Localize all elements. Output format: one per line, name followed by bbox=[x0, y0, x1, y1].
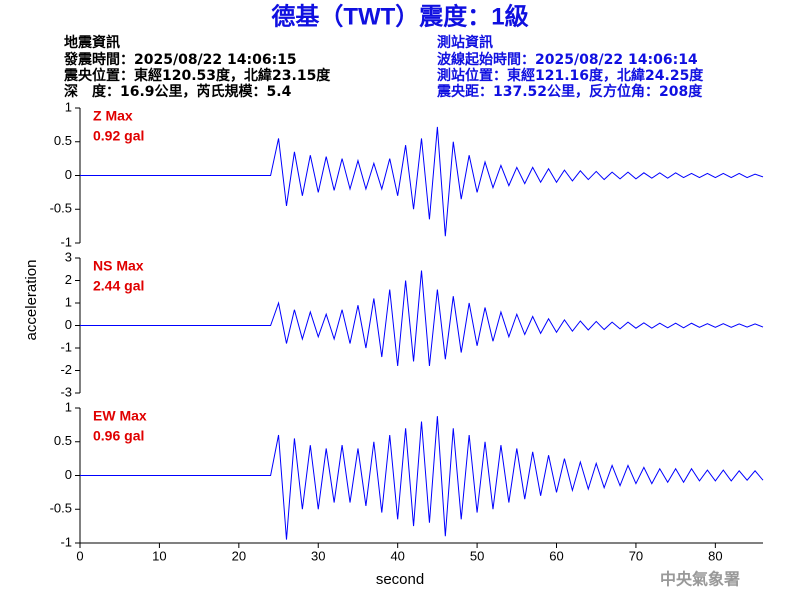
y-tick-label: 1 bbox=[65, 399, 72, 414]
waveform bbox=[80, 270, 764, 367]
x-tick-label: 20 bbox=[232, 548, 246, 563]
info-line: 深 度：16.9公里，芮氏規模：5.4 bbox=[64, 83, 292, 100]
y-tick-label: -1 bbox=[60, 234, 72, 249]
y-tick-label: -2 bbox=[60, 362, 72, 377]
y-tick-label: -0.5 bbox=[50, 201, 72, 216]
x-tick-label: 50 bbox=[470, 548, 484, 563]
y-tick-label: -1 bbox=[60, 339, 72, 354]
max-label: NS Max bbox=[93, 258, 144, 274]
y-tick-label: 2 bbox=[65, 272, 72, 287]
y-tick-label: 0 bbox=[65, 167, 72, 182]
x-tick-label: 80 bbox=[708, 548, 722, 563]
y-tick-label: 0 bbox=[65, 317, 72, 332]
waveform bbox=[80, 126, 764, 237]
waveform bbox=[80, 416, 764, 540]
max-value: 0.92 gal bbox=[93, 128, 144, 144]
info-line: 測站資訊 bbox=[437, 34, 493, 51]
y-tick-label: 0 bbox=[65, 467, 72, 482]
info-line: 發震時間：2025/08/22 14:06:15 bbox=[63, 51, 297, 68]
y-tick-label: 0.5 bbox=[54, 433, 72, 448]
max-label: Z Max bbox=[93, 108, 133, 124]
y-axis-label: acceleration bbox=[23, 260, 40, 341]
x-axis-label: second bbox=[376, 571, 424, 588]
title: 德基（TWT）震度：1級 bbox=[271, 2, 528, 30]
y-tick-label: 3 bbox=[65, 249, 72, 264]
y-tick-label: -1 bbox=[60, 534, 72, 549]
x-tick-label: 0 bbox=[76, 548, 83, 563]
y-tick-label: 1 bbox=[65, 99, 72, 114]
info-line: 震央位置：東經120.53度，北緯23.15度 bbox=[63, 67, 331, 84]
info-line: 波線起始時間：2025/08/22 14:06:14 bbox=[437, 51, 698, 68]
max-value: 0.96 gal bbox=[93, 428, 144, 444]
watermark: 中央氣象署 bbox=[660, 570, 740, 589]
y-tick-label: -3 bbox=[60, 384, 72, 399]
y-tick-label: 0.5 bbox=[54, 133, 72, 148]
y-tick-label: -0.5 bbox=[50, 501, 72, 516]
x-tick-label: 10 bbox=[152, 548, 166, 563]
x-tick-label: 60 bbox=[549, 548, 563, 563]
max-label: EW Max bbox=[93, 408, 147, 424]
info-line: 震央距：137.52公里，反方位角：208度 bbox=[436, 83, 703, 100]
x-tick-label: 40 bbox=[390, 548, 404, 563]
info-line: 地震資訊 bbox=[64, 34, 120, 51]
info-line: 測站位置：東經121.16度，北緯24.25度 bbox=[437, 67, 704, 84]
x-tick-label: 30 bbox=[311, 548, 325, 563]
x-tick-label: 70 bbox=[629, 548, 643, 563]
y-tick-label: 1 bbox=[65, 294, 72, 309]
max-value: 2.44 gal bbox=[93, 278, 144, 294]
